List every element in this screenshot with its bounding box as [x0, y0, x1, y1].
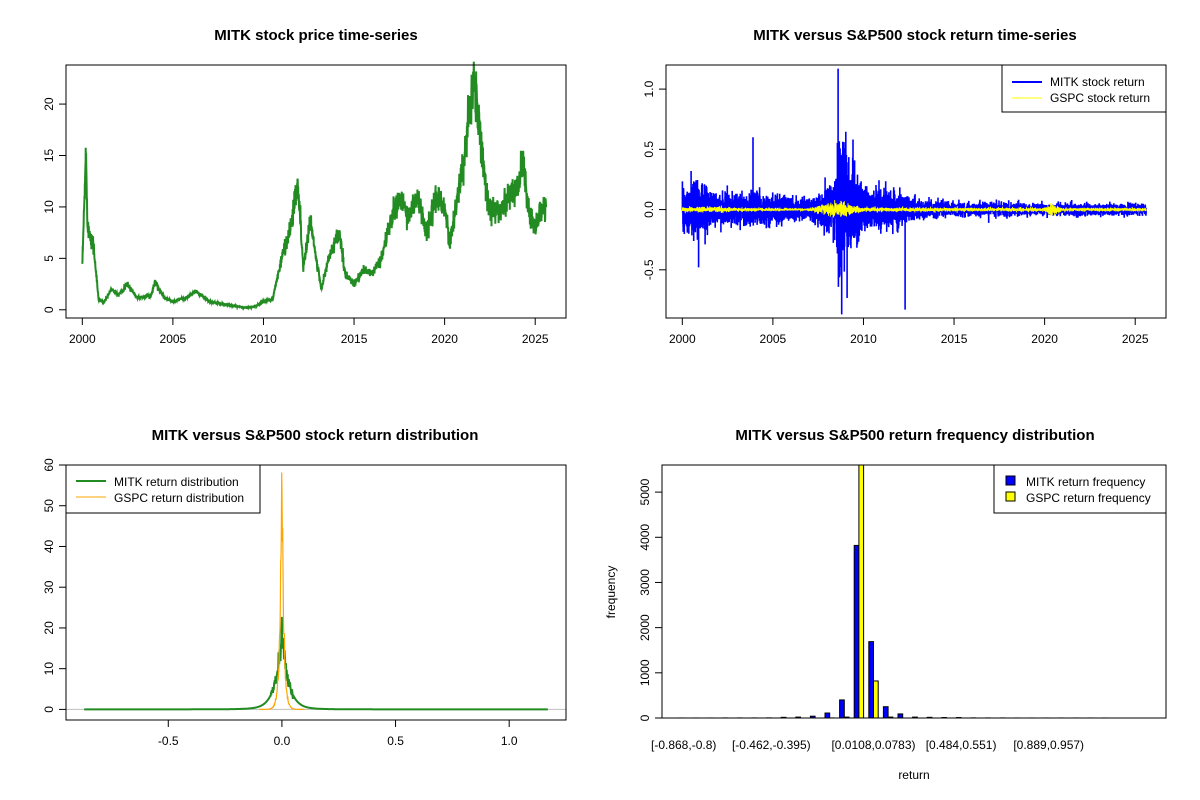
panel1-ytick-label: 5: [42, 255, 56, 262]
panel4-xtick-label: [0.0108,0.0783): [831, 738, 915, 752]
panel4-title: MITK versus S&P500 return frequency dist…: [735, 427, 1094, 444]
panel4-ytick-label: 0: [638, 714, 652, 721]
panel1-xtick-label: 2015: [341, 332, 368, 346]
panel4-ytick-label: 1000: [638, 659, 652, 686]
panel1-plot-box: [65, 64, 567, 319]
gspc-frequency-bar: [858, 464, 865, 719]
panel1-xtick-label: 2005: [160, 332, 187, 346]
legend-label: MITK return distribution: [114, 475, 239, 489]
mitk-frequency-bar: [853, 544, 860, 719]
panel2-xtick-label: 2005: [760, 332, 787, 346]
panel3-plot-box: [65, 464, 567, 721]
panel2-xtick-label: 2020: [1031, 332, 1058, 346]
panel4-xtick-label: [0.484,0.551): [926, 738, 997, 752]
panel2-ytick-label: 0.0: [642, 201, 656, 218]
panel3-ytick-label: 40: [42, 539, 56, 553]
mitk-frequency-bar: [868, 641, 874, 719]
mitk-frequency-bar: [839, 699, 845, 719]
panel2-xtick-label: 2015: [941, 332, 968, 346]
panel2-xtick-label: 2025: [1122, 332, 1149, 346]
gspc-density-line: [259, 472, 305, 711]
panel3-xtick-label: 0.0: [274, 734, 291, 748]
panel1-xtick-label: 2000: [69, 332, 96, 346]
mitk-frequency-bar: [824, 712, 831, 719]
legend-swatch-gspc: [1005, 491, 1016, 502]
panel1-ytick-label: 15: [42, 149, 56, 163]
panel1-ytick-label: 0: [42, 306, 56, 313]
panel4-ylabel: frequency: [604, 566, 618, 619]
panel2-ytick-label: -0.5: [642, 259, 656, 280]
panel4-xlabel: return: [898, 768, 929, 782]
panel1-ytick-label: 20: [42, 97, 56, 111]
panel3-ytick-label: 50: [42, 499, 56, 513]
legend-label: GSPC return frequency: [1026, 491, 1151, 505]
panel4-ytick-label: 3000: [638, 569, 652, 596]
panel1-ytick-label: 10: [42, 200, 56, 214]
panel2-legend: MITK stock return GSPC stock return: [1001, 64, 1167, 113]
panel1-xtick-label: 2020: [431, 332, 458, 346]
gspc-frequency-bar: [873, 680, 879, 719]
panel3-xtick-label: -0.5: [158, 734, 179, 748]
legend-swatch-mitk: [1005, 475, 1016, 486]
panel2-xtick-label: 2010: [850, 332, 877, 346]
panel3-ytick-label: 20: [42, 621, 56, 635]
panel2-plot-box: [665, 64, 1167, 319]
panel3-xtick-label: 1.0: [501, 734, 518, 748]
legend-label: MITK return frequency: [1026, 475, 1145, 489]
panel2-ytick-label: 1.0: [642, 80, 656, 97]
panel3-ytick-label: 0: [42, 706, 56, 713]
panel4-xtick-label: [0.889,0.957): [1013, 738, 1084, 752]
panel4-legend: MITK return frequency GSPC return freque…: [993, 464, 1167, 514]
panel2-ytick-label: 0.5: [642, 141, 656, 158]
panel1-xtick-label: 2025: [522, 332, 549, 346]
panel1-xtick-label: 2010: [250, 332, 277, 346]
panel2-title: MITK versus S&P500 stock return time-ser…: [753, 27, 1076, 44]
panel4-plot-box: [661, 464, 1167, 719]
panel3-title: MITK versus S&P500 stock return distribu…: [152, 427, 479, 444]
gspc-return-series: [681, 200, 1147, 218]
mitk-frequency-bar: [882, 706, 889, 719]
panel1-title: MITK stock price time-series: [214, 27, 417, 44]
panel3-xtick-label: 0.5: [387, 734, 404, 748]
panel3-ytick-label: 30: [42, 580, 56, 594]
legend-label: GSPC stock return: [1050, 91, 1150, 105]
panel4-ytick-label: 5000: [638, 478, 652, 505]
panel2-xtick-label: 2000: [669, 332, 696, 346]
legend-label: GSPC return distribution: [114, 491, 244, 505]
panel4-ytick-label: 2000: [638, 614, 652, 641]
mitk-density-line: [84, 616, 548, 711]
panel3-legend: MITK return distribution GSPC return dis…: [65, 464, 261, 514]
legend-label: MITK stock return: [1050, 75, 1145, 89]
panel4-xtick-label: [-0.868,-0.8): [651, 738, 716, 752]
panel3-ytick-label: 10: [42, 662, 56, 676]
mitk-price-line: [81, 61, 548, 312]
panel4-xtick-label: [-0.462,-0.395): [732, 738, 811, 752]
panel3-ytick-label: 60: [42, 458, 56, 472]
panel4-ytick-label: 4000: [638, 524, 652, 551]
mitk-frequency-bar: [897, 713, 904, 719]
